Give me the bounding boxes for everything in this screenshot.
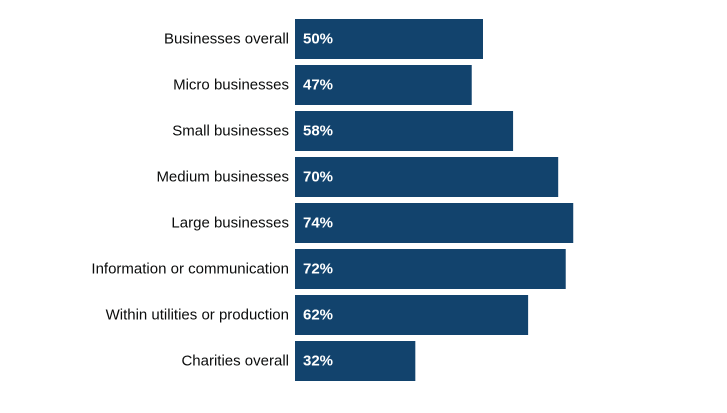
value-label-small-businesses: 58% [303,123,333,140]
category-labels-group: Businesses overall Micro businesses Small … [91,31,289,370]
value-label-information-or-communication: 72% [303,261,333,278]
bar-large-businesses [295,203,574,243]
category-label-large-businesses: Large businesses [171,215,289,232]
category-label-charities-overall: Charities overall [181,353,289,370]
bar-small-businesses [295,111,514,151]
category-label-medium-businesses: Medium businesses [156,169,289,186]
value-labels-group: 50% 47% 58% 70% 74% 72% 62% 32% [303,31,333,370]
value-label-medium-businesses: 70% [303,169,333,186]
category-label-micro-businesses: Micro businesses [173,77,289,94]
bar-micro-businesses [295,65,472,105]
bar-within-utilities-or-production [295,295,529,335]
value-label-within-utilities-or-production: 62% [303,307,333,324]
value-label-charities-overall: 32% [303,353,333,370]
category-label-businesses-overall: Businesses overall [164,31,289,48]
bar-information-or-communication [295,249,566,289]
bar-medium-businesses [295,157,559,197]
value-label-businesses-overall: 50% [303,31,333,48]
bars-group [295,19,574,381]
category-label-information-or-communication: Information or communication [91,261,289,278]
bar-charities-overall [295,341,416,381]
category-label-small-businesses: Small businesses [172,123,289,140]
category-label-within-utilities-or-production: Within utilities or production [106,307,289,324]
value-label-large-businesses: 74% [303,215,333,232]
bar-businesses-overall [295,19,483,59]
value-label-micro-businesses: 47% [303,77,333,94]
